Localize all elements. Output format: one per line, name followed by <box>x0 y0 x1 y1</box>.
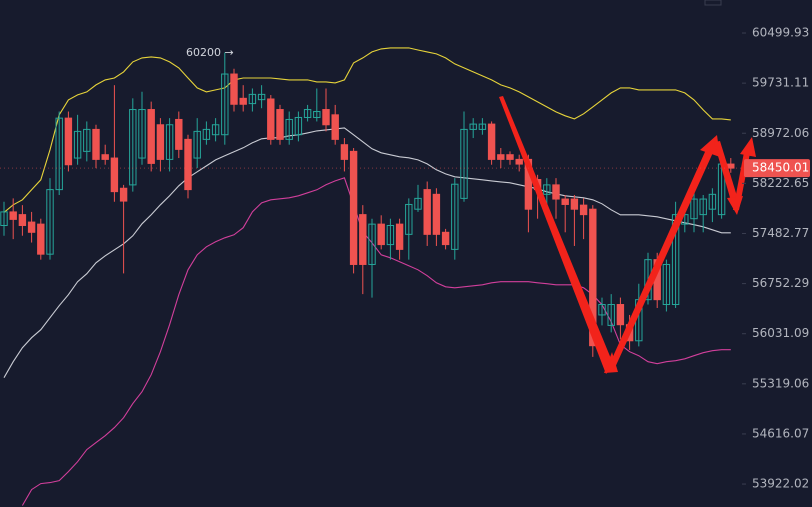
y-tick-label: 56031.09 <box>752 326 809 340</box>
candle-body <box>543 184 551 195</box>
band-line <box>3 127 731 378</box>
candle-body <box>37 223 45 255</box>
candle-body <box>690 198 698 220</box>
band-line <box>3 47 731 213</box>
candle-body <box>570 198 579 210</box>
candle-body <box>184 138 192 191</box>
candle-body <box>478 123 487 130</box>
y-tick-label: 58222.65 <box>752 176 809 190</box>
candle-body <box>211 124 220 136</box>
trend-arrows <box>499 96 756 374</box>
candle-body <box>506 154 514 160</box>
corner-box <box>704 0 722 6</box>
candle-body <box>349 150 358 265</box>
y-tick-label: 55319.06 <box>752 376 809 390</box>
candle-body <box>83 128 91 152</box>
candle-body <box>221 73 229 136</box>
candle-body <box>147 109 155 164</box>
candle-body <box>561 198 569 205</box>
candle-body <box>129 109 137 186</box>
candle-body <box>101 154 109 160</box>
candle-body <box>699 198 707 216</box>
candle-body <box>423 189 431 235</box>
candle-body <box>55 117 63 191</box>
candle-body <box>0 211 8 226</box>
candle-body <box>441 231 450 246</box>
candle-body <box>552 184 560 200</box>
y-tick-label: 60499.93 <box>752 26 809 40</box>
candle-body <box>497 154 505 160</box>
candle-body <box>73 130 82 159</box>
candle-body <box>377 223 385 246</box>
candle-body <box>138 109 146 159</box>
candle-body <box>267 98 275 140</box>
candle-body <box>239 97 247 105</box>
candle-body <box>257 93 266 101</box>
candle-body <box>230 73 238 105</box>
candle-body <box>616 304 625 326</box>
arrow-down <box>714 141 740 208</box>
candle-body <box>322 109 330 126</box>
candle-body <box>340 144 349 160</box>
y-tick-label: 57482.77 <box>752 226 809 240</box>
candle-body <box>303 109 312 118</box>
candle-body <box>165 124 174 160</box>
candle-body <box>432 193 441 235</box>
candle-body <box>708 193 717 210</box>
y-tick-label: 56752.29 <box>752 276 809 290</box>
candle-body <box>598 304 606 316</box>
candle-body <box>579 204 588 216</box>
candle-body <box>662 263 671 306</box>
y-tick-label: 54616.07 <box>752 426 809 440</box>
candle-body <box>119 187 128 202</box>
candle-body <box>359 214 367 265</box>
candle-body <box>276 109 284 140</box>
candle-body <box>589 208 597 347</box>
arrow-head <box>700 135 720 157</box>
candle-body <box>469 123 477 130</box>
candle-body <box>313 111 321 118</box>
y-tick-label: 59731.11 <box>752 76 809 90</box>
candle-body <box>368 223 376 265</box>
candle-body <box>607 304 615 326</box>
candle-body <box>27 221 36 233</box>
candle-body <box>331 114 339 140</box>
annotation: 60200 → <box>186 46 234 59</box>
candle-body <box>414 197 422 210</box>
candle-body <box>193 130 201 159</box>
candle-body <box>395 223 404 250</box>
candle-body <box>487 123 496 160</box>
candle-body <box>18 214 27 226</box>
last-price-label: 58450.01 <box>752 161 809 175</box>
candle-body <box>46 189 54 255</box>
y-tick-label: 58972.06 <box>752 126 809 140</box>
candle-body <box>386 224 395 246</box>
candle-body <box>175 118 183 150</box>
candle-body <box>451 183 459 250</box>
candle-body <box>64 117 73 166</box>
price-axis: 60499.93 59731.11 58972.06 58222.65 57482.77… <box>0 26 810 491</box>
candle-body <box>285 118 293 140</box>
arrow-down <box>499 96 614 374</box>
candle-body <box>110 157 119 193</box>
candle-body <box>460 128 468 199</box>
candle-body <box>9 211 17 220</box>
arrow-up <box>606 143 716 372</box>
candle-body <box>671 214 680 306</box>
candle-body <box>92 128 100 160</box>
arrow-head <box>740 137 756 157</box>
y-tick-label: 53922.02 <box>752 477 809 491</box>
candle-body <box>294 116 303 136</box>
candle-body <box>727 163 735 169</box>
candle-body <box>405 203 413 235</box>
candle-body <box>156 124 165 160</box>
last-price-tag <box>744 159 810 178</box>
candle-body <box>202 128 211 140</box>
candle-body <box>248 93 257 105</box>
candle-body <box>515 158 523 165</box>
